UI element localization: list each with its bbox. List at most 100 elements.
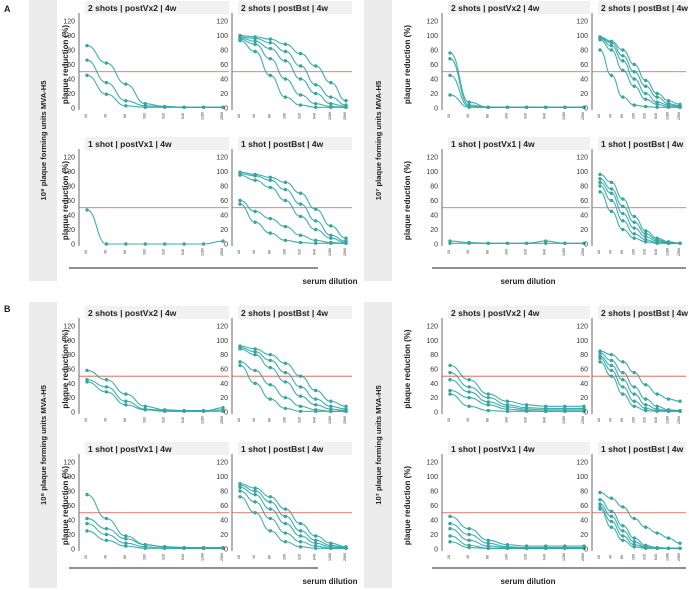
data-point [268, 178, 272, 182]
data-point [563, 105, 567, 109]
data-point [609, 352, 614, 357]
data-point [644, 546, 648, 550]
data-point [182, 105, 186, 109]
x-tick-label: 640 [181, 554, 185, 560]
data-point [85, 58, 89, 62]
data-point [283, 406, 288, 411]
panel-title: 2 shots | postBst | 4w [241, 3, 328, 13]
x-tick-label: 20 [237, 250, 241, 254]
data-point [621, 370, 625, 375]
y-tick-label: 100 [426, 474, 438, 481]
series-line-s5 [449, 393, 584, 412]
x-tick-label: 640 [543, 113, 547, 119]
y-tick-label: 80 [220, 352, 228, 359]
x-tick-label: 640 [181, 113, 185, 119]
data-point [524, 403, 529, 407]
y-tick-label: 40 [430, 381, 438, 388]
data-point [298, 214, 303, 219]
data-point [329, 233, 333, 237]
data-point [85, 529, 89, 533]
panel-title-box [85, 137, 229, 150]
panel: 0 20 40 60 80 100 120 1 shot | postVx1 | 4w 20 40… [426, 442, 590, 561]
x-tick-label: 640 [313, 113, 317, 119]
x-tick-label: 40 [466, 555, 470, 559]
x-tick-label: 2560 [677, 248, 681, 256]
data-point [644, 232, 648, 236]
panel-title-box [238, 1, 352, 14]
x-tick-label: 640 [313, 554, 317, 560]
x-tick-label: 160 [631, 554, 635, 560]
y-tick-label: 20 [580, 532, 588, 539]
data-point [221, 546, 225, 550]
x-tick-label: 640 [654, 249, 658, 255]
data-point [609, 374, 614, 378]
data-point [448, 540, 452, 544]
data-point [238, 485, 242, 490]
y-tick-label: 120 [426, 460, 438, 467]
data-point [253, 492, 257, 497]
x-tick-label: 160 [282, 113, 286, 119]
data-point [283, 531, 288, 535]
data-point [104, 61, 109, 65]
data-point [329, 404, 333, 408]
data-point [544, 409, 548, 413]
data-point [598, 172, 602, 177]
panel: 0 20 40 60 80 100 120 1 shot | postBst | 4w 20 40… [576, 442, 686, 561]
data-point [268, 397, 272, 401]
data-point [314, 238, 318, 243]
data-point [253, 511, 257, 515]
data-point [283, 187, 288, 192]
y-tick-label: 0 [584, 106, 588, 113]
data-point [314, 219, 318, 223]
data-point [609, 73, 614, 78]
data-point [582, 241, 586, 245]
data-point [524, 409, 529, 413]
panel-title: 2 shots | postVx2 | 4w [88, 3, 177, 13]
x-tick-label: 2560 [220, 112, 224, 120]
data-point [143, 404, 147, 408]
y-tick-label: 20 [220, 227, 228, 234]
y-tick-label: 60 [580, 198, 588, 205]
data-point [268, 57, 272, 61]
data-point [505, 399, 510, 403]
data-point [344, 99, 348, 103]
data-point [298, 103, 303, 107]
data-point [268, 516, 272, 521]
data-point [314, 91, 318, 96]
x-tick-label: 160 [142, 113, 146, 119]
panel-title-box [238, 306, 352, 319]
data-point [314, 207, 318, 211]
data-point [221, 239, 225, 243]
panel-title-box [598, 306, 686, 319]
x-tick-label: 640 [654, 113, 658, 119]
data-point [621, 529, 625, 533]
side-title: 10⁸ plaque forming units MVA-H5 [39, 384, 48, 505]
x-tick-label: 320 [643, 249, 647, 255]
y-tick-label: 120 [216, 324, 228, 331]
chart-section-a-left: 10⁸ plaque forming units MVA-H5 plaque re… [29, 0, 358, 286]
y-tick-label: 40 [580, 381, 588, 388]
data-point [163, 242, 167, 246]
data-point [238, 495, 242, 499]
y-tick-label: 20 [430, 227, 438, 234]
data-point [283, 42, 288, 46]
data-point [621, 360, 625, 364]
data-point [298, 374, 303, 378]
x-tick-label: 2560 [343, 248, 347, 256]
data-point [632, 226, 636, 230]
data-point [621, 524, 625, 528]
y-tick-label: 80 [580, 352, 588, 359]
data-point [505, 105, 510, 109]
data-point [544, 241, 548, 245]
data-point [632, 214, 636, 219]
x-tick-label: 2560 [581, 416, 585, 424]
y-tick-label: 120 [63, 324, 75, 331]
panel-title-box [598, 442, 686, 455]
data-point [104, 92, 109, 96]
data-point [448, 521, 452, 526]
x-tick-label: 1280 [666, 112, 670, 120]
panel-title-box [598, 1, 686, 14]
y-tick-label: 80 [67, 352, 75, 359]
x-tick-label: 1280 [201, 553, 205, 561]
data-point [644, 84, 648, 88]
